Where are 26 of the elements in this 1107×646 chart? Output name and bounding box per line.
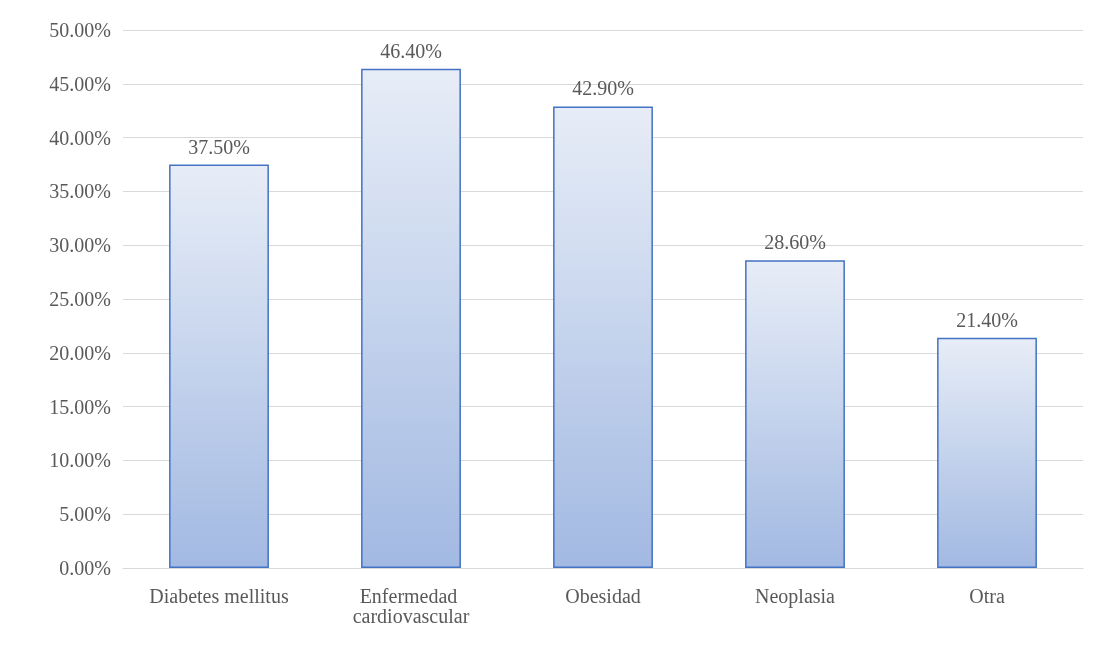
- x-tick-label: Diabetes mellitus: [149, 585, 289, 607]
- y-tick-label: 5.00%: [59, 503, 111, 526]
- x-tick-label: Otra: [969, 585, 1005, 607]
- x-tick-label: Obesidad: [565, 585, 641, 607]
- x-tick-label: Neoplasia: [755, 585, 836, 608]
- y-tick-label: 35.00%: [49, 180, 111, 203]
- y-tick-label: 10.00%: [49, 449, 111, 472]
- data-label: 42.90%: [572, 77, 634, 100]
- y-tick-label: 15.00%: [49, 395, 111, 418]
- data-label: 21.40%: [956, 308, 1018, 331]
- bar: [937, 337, 1037, 568]
- y-tick-label: 40.00%: [49, 126, 111, 149]
- bar: [553, 106, 653, 568]
- y-tick-label: 0.00%: [59, 557, 111, 579]
- data-label: 46.40%: [380, 39, 442, 62]
- data-label: 37.50%: [188, 135, 250, 158]
- data-label: 28.60%: [764, 231, 826, 254]
- y-tick-label: 25.00%: [49, 288, 111, 310]
- bar: [745, 260, 845, 568]
- y-tick-label: 30.00%: [49, 234, 111, 257]
- x-tick-label: Enfermedad cardiovascular: [352, 585, 470, 627]
- y-tick-label: 45.00%: [49, 72, 111, 95]
- y-tick-label: 20.00%: [49, 341, 111, 364]
- y-tick-label: 50.00%: [49, 19, 111, 41]
- bar: [361, 68, 461, 568]
- bar: [169, 164, 269, 568]
